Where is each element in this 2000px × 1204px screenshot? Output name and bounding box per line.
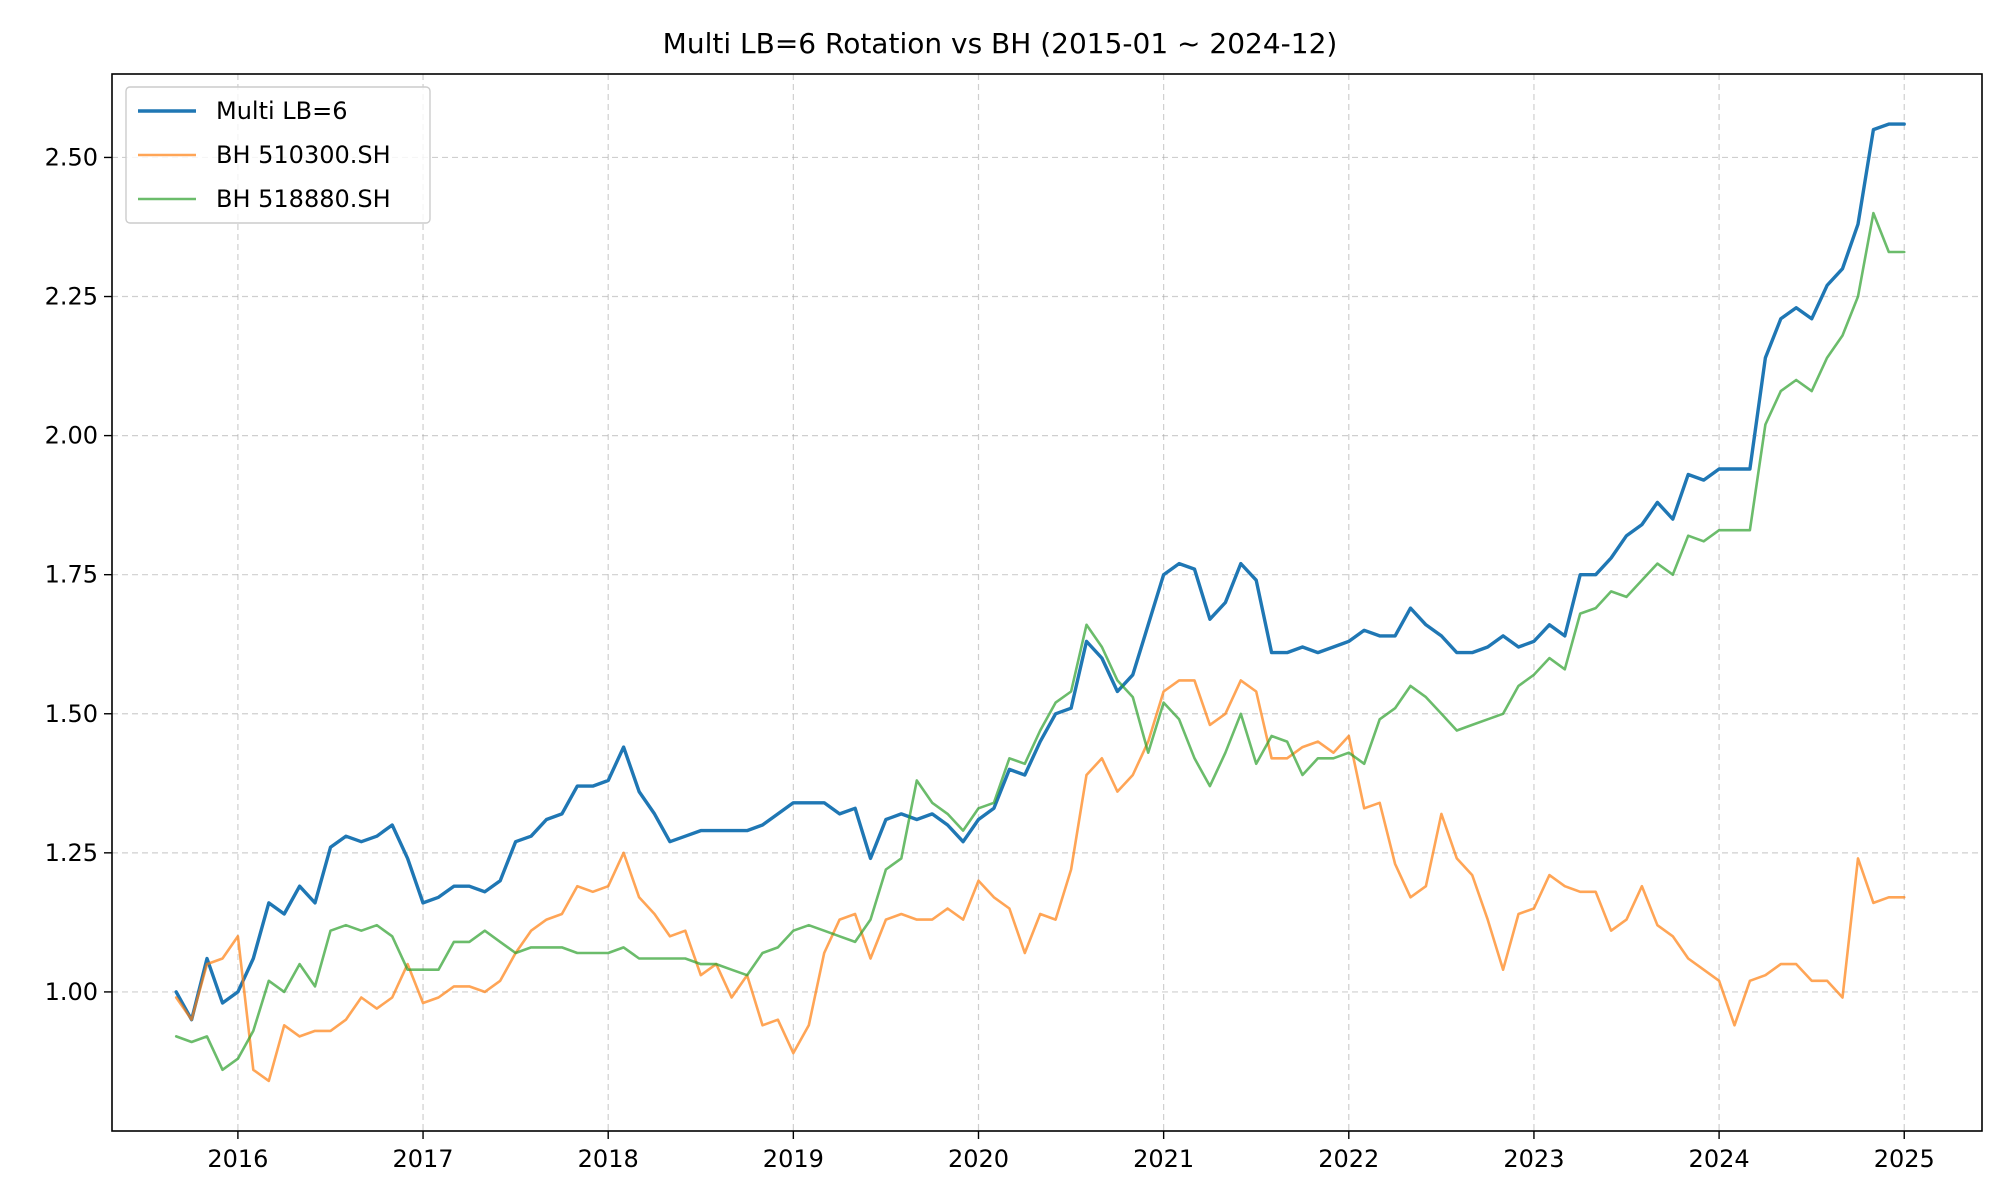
x-tick-label: 2017 [393, 1145, 454, 1173]
y-tick-label: 1.75 [45, 561, 98, 589]
y-tick-label: 2.25 [45, 283, 98, 311]
chart-title: Multi LB=6 Rotation vs BH (2015-01 ~ 202… [663, 27, 1338, 60]
x-tick-label: 2021 [1133, 1145, 1194, 1173]
x-tick-label: 2024 [1689, 1145, 1750, 1173]
y-tick-label: 1.25 [45, 839, 98, 867]
series-layer [174, 122, 1906, 1083]
plot-frame [111, 73, 1983, 1132]
y-tick-label: 2.50 [45, 143, 98, 171]
legend-label: BH 510300.SH [216, 141, 391, 169]
legend: Multi LB=6 BH 510300.SH BH 518880.SH [125, 86, 431, 224]
x-tick-label: 2018 [578, 1145, 639, 1173]
bh-510300-line [174, 679, 1906, 1083]
legend-box [125, 86, 431, 224]
legend-label: Multi LB=6 [216, 97, 348, 125]
axis-layer: 2016 2017 2018 2019 2020 2021 2022 2023 2024 2025… [45, 143, 1935, 1173]
grid-layer [112, 74, 1982, 1131]
x-tick-label: 2019 [763, 1145, 824, 1173]
multi-lb6-line [174, 122, 1906, 1022]
bh-518880-line [174, 211, 1906, 1072]
x-tick-label: 2020 [948, 1145, 1009, 1173]
y-tick-label: 1.50 [45, 700, 98, 728]
x-tick-label: 2023 [1503, 1145, 1564, 1173]
x-tick-label: 2016 [207, 1145, 268, 1173]
y-tick-label: 2.00 [45, 422, 98, 450]
x-tick-label: 2022 [1318, 1145, 1379, 1173]
legend-label: BH 518880.SH [216, 185, 391, 213]
x-tick-label: 2025 [1874, 1145, 1935, 1173]
y-tick-label: 1.00 [45, 978, 98, 1006]
